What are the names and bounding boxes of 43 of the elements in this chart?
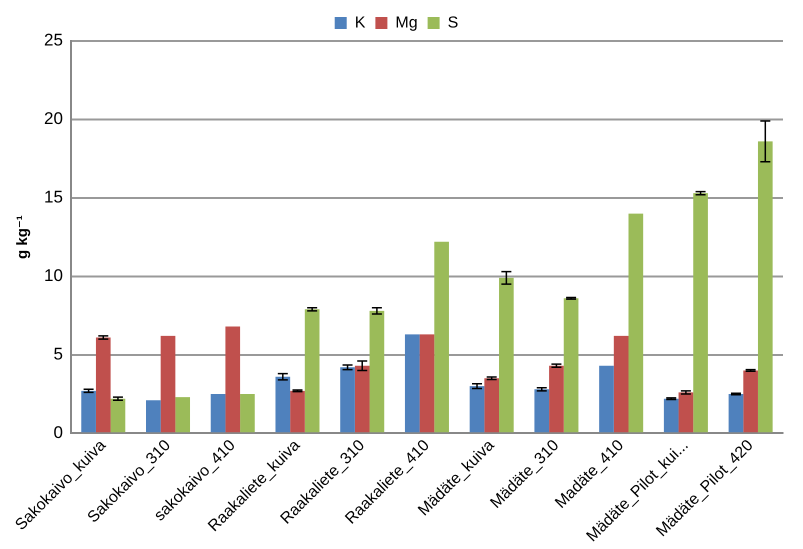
- bar: [693, 193, 708, 432]
- bar: [81, 390, 96, 432]
- y-tick-label: 5: [53, 344, 63, 364]
- bar: [614, 336, 628, 432]
- y-tick-label: 0: [53, 422, 63, 442]
- bar: [110, 398, 126, 432]
- legend-label: K: [354, 14, 366, 32]
- bar: [304, 309, 320, 432]
- bar: [290, 390, 305, 432]
- bar: [210, 394, 226, 432]
- bar: [758, 141, 773, 432]
- bar: [354, 366, 370, 432]
- bar: [549, 366, 564, 432]
- bar: [420, 334, 434, 432]
- y-tick-label: 10: [44, 266, 63, 286]
- legend-label: S: [448, 14, 458, 32]
- bar: [470, 386, 484, 432]
- bar: [146, 400, 161, 432]
- y-tick-label: 15: [44, 188, 63, 207]
- bar: [678, 392, 694, 432]
- bar: [664, 398, 679, 432]
- bar: [743, 370, 758, 432]
- bar: [340, 367, 355, 432]
- bar: [728, 394, 744, 432]
- bar: [370, 310, 384, 432]
- bar: [275, 376, 290, 432]
- y-axis-title: g kg⁻¹: [14, 215, 32, 259]
- bar: [404, 334, 420, 432]
- bar: [160, 336, 176, 432]
- bar: [534, 389, 550, 432]
- bar: [175, 397, 190, 432]
- bar: [599, 366, 614, 432]
- bar: [628, 214, 644, 432]
- bar: [240, 394, 255, 432]
- bar: [499, 278, 514, 432]
- bar: [225, 326, 240, 432]
- legend-label: Mg: [395, 14, 418, 32]
- y-tick-label: 25: [44, 30, 63, 50]
- bar: [434, 242, 449, 432]
- y-tick-label: 20: [44, 109, 63, 128]
- bar: [484, 378, 500, 432]
- bar: [96, 338, 111, 432]
- bar: [564, 298, 578, 432]
